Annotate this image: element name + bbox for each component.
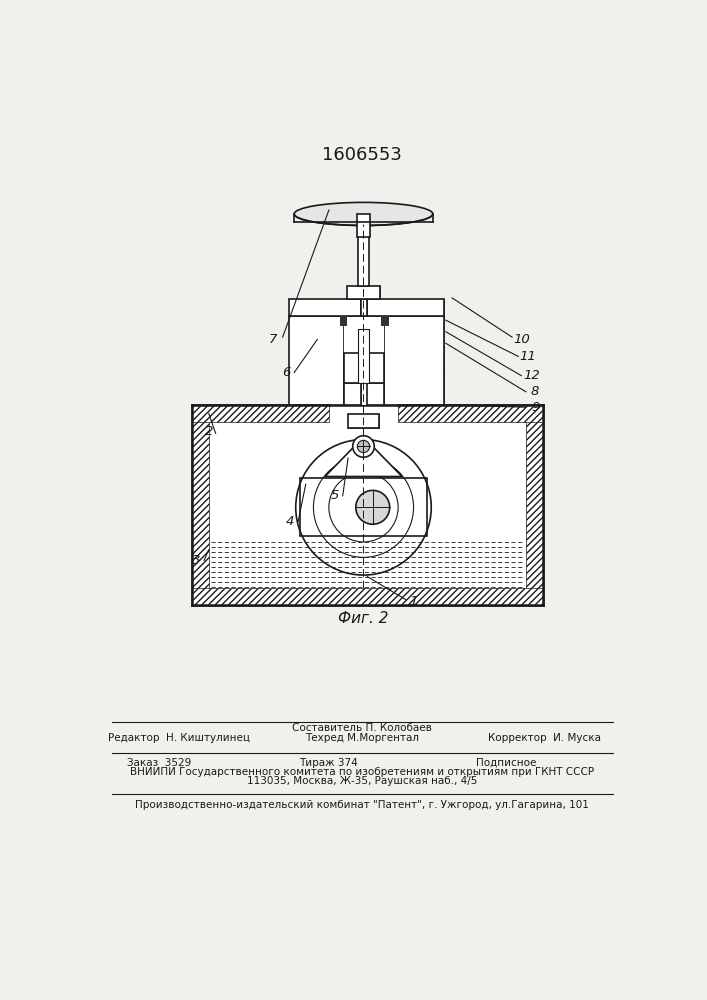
Bar (398, 405, 543, 422)
Text: 12: 12 (523, 369, 539, 382)
Circle shape (356, 490, 390, 524)
Bar (368, 383, 385, 405)
Ellipse shape (294, 202, 433, 225)
Text: 1606553: 1606553 (322, 146, 402, 164)
Bar (385, 316, 444, 405)
Text: 5: 5 (331, 489, 339, 502)
Bar (344, 353, 385, 383)
Bar (344, 383, 361, 405)
Text: Фиг. 2: Фиг. 2 (338, 611, 389, 626)
Text: 7: 7 (269, 333, 278, 346)
Bar (344, 353, 385, 383)
Text: 6: 6 (282, 366, 291, 379)
Text: 1: 1 (409, 595, 418, 608)
Circle shape (353, 436, 374, 457)
Bar (192, 405, 329, 422)
Text: 3: 3 (192, 554, 201, 567)
Bar (368, 299, 444, 316)
Bar (526, 405, 543, 605)
Bar (368, 299, 444, 316)
Bar (192, 405, 209, 605)
Bar (288, 316, 344, 405)
Text: Редактор  Н. Киштулинец: Редактор Н. Киштулинец (107, 733, 250, 743)
Text: Техред М.Моргентал: Техред М.Моргентал (305, 733, 419, 743)
Bar (344, 316, 385, 405)
Circle shape (329, 473, 398, 542)
Polygon shape (325, 446, 402, 477)
Text: ВНИИПИ Государственного комитета по изобретениям и открытиям при ГКНТ СССР: ВНИИПИ Государственного комитета по изоб… (130, 767, 594, 777)
Bar (356, 214, 370, 237)
Text: 11: 11 (519, 350, 536, 363)
Circle shape (313, 457, 414, 557)
Bar (358, 228, 369, 286)
Bar (385, 316, 444, 405)
Circle shape (357, 440, 370, 453)
Bar (288, 299, 361, 316)
Bar (381, 316, 389, 326)
Text: 4: 4 (286, 515, 295, 528)
Bar (192, 588, 543, 605)
Text: Заказ  3529: Заказ 3529 (127, 758, 192, 768)
Bar (361, 299, 368, 316)
Text: Составитель П. Колобаев: Составитель П. Колобаев (292, 723, 432, 733)
Text: Корректор  И. Муска: Корректор И. Муска (488, 733, 601, 743)
Bar (344, 383, 361, 405)
Bar (346, 286, 380, 299)
Circle shape (296, 440, 431, 575)
Bar (368, 383, 385, 405)
Text: 8: 8 (531, 385, 539, 398)
Text: 2: 2 (205, 425, 214, 438)
Text: 10: 10 (513, 333, 530, 346)
Text: Тираж 374: Тираж 374 (300, 758, 358, 768)
Bar (348, 414, 379, 428)
Bar (361, 299, 368, 316)
Text: Подписное: Подписное (476, 758, 536, 768)
Text: 9: 9 (531, 401, 539, 414)
Text: Производственно-издательский комбинат "Патент", г. Ужгород, ул.Гагарина, 101: Производственно-издательский комбинат "П… (135, 800, 589, 810)
Bar (192, 405, 543, 605)
Text: 113035, Москва, Ж-35, Раушская наб., 4/5: 113035, Москва, Ж-35, Раушская наб., 4/5 (247, 776, 477, 786)
Bar (288, 316, 344, 405)
Bar (339, 316, 347, 326)
Bar (348, 414, 379, 428)
Bar (288, 299, 361, 316)
Bar (358, 329, 369, 383)
Bar (300, 478, 428, 536)
Bar (346, 286, 380, 299)
